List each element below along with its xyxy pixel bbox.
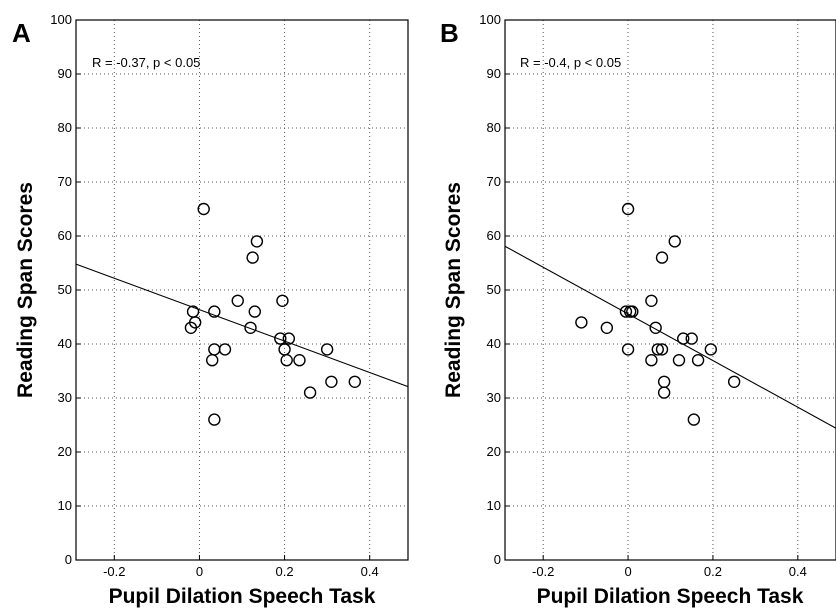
data-point	[246, 251, 259, 264]
data-point	[626, 305, 639, 318]
data-point	[704, 343, 718, 356]
data-point	[282, 332, 296, 345]
data-point	[208, 343, 221, 356]
data-point	[320, 343, 334, 356]
y-tick-label: 80	[487, 120, 501, 135]
data-point	[727, 375, 741, 388]
data-point	[280, 354, 293, 367]
y-tick-label: 60	[487, 228, 501, 243]
y-tick-label: 40	[487, 336, 501, 351]
correlation-annotation: R = -0.37, p < 0.05	[92, 55, 200, 70]
data-point	[655, 251, 669, 264]
data-point	[218, 343, 232, 356]
x-tick-label: 0	[624, 564, 631, 579]
y-tick-label: 90	[487, 66, 501, 81]
data-point	[278, 343, 291, 356]
data-point	[206, 354, 219, 367]
x-tick-label: -0.2	[532, 564, 554, 579]
panel-label: A	[12, 18, 31, 48]
data-point	[303, 386, 317, 399]
panel-a: 0 10 20 30 40 50 60 70 80 90 100 -0.2 0 0.2 0.4 A R = …	[12, 12, 409, 608]
data-point	[668, 235, 681, 248]
data-point	[672, 354, 686, 367]
x-tick-label: 0.2	[276, 564, 294, 579]
y-tick-label: 30	[58, 390, 72, 405]
data-point	[657, 386, 671, 399]
y-tick-label: 0	[494, 552, 501, 567]
data-point	[657, 375, 671, 388]
y-tick-label: 30	[487, 390, 501, 405]
x-tick-label: 0	[196, 564, 203, 579]
y-tick-label: 20	[487, 444, 501, 459]
x-tick-label: 0.4	[361, 564, 379, 579]
data-point	[621, 343, 635, 356]
data-point	[645, 354, 658, 367]
data-point	[197, 202, 210, 216]
data-point	[621, 202, 635, 216]
data-point	[687, 413, 701, 426]
x-axis-title: Pupil Dilation Speech Task	[109, 585, 376, 608]
data-point	[250, 235, 264, 248]
data-point	[293, 354, 306, 367]
y-axis-title: Reading Span Scores	[442, 182, 465, 398]
correlation-annotation: R = -0.4, p < 0.05	[520, 55, 621, 70]
data-point	[325, 375, 338, 388]
y-tick-label: 80	[58, 120, 72, 135]
data-point	[600, 321, 614, 334]
regression-line	[504, 245, 836, 429]
y-tick-label: 40	[58, 336, 72, 351]
x-tick-label: 0.2	[704, 564, 722, 579]
data-point	[649, 321, 662, 334]
plot-area: 0 10 20 30 40 50 60 70 80 90 100 -0.2 0 0.2 0.4	[479, 12, 836, 579]
plot-frame	[504, 19, 836, 561]
y-tick-label: 50	[487, 282, 501, 297]
panel-b: 0 10 20 30 40 50 60 70 80 90 100 -0.2 0 0.2 0.4 B R = …	[440, 12, 836, 608]
y-tick-label: 100	[50, 12, 72, 27]
x-axis-title: Pupil Dilation Speech Task	[537, 585, 804, 608]
data-point	[244, 321, 257, 334]
data-point	[677, 332, 690, 345]
data-point	[691, 354, 705, 367]
y-tick-label: 0	[65, 552, 72, 567]
data-point	[619, 305, 633, 318]
data-point	[575, 316, 588, 329]
regression-line	[75, 263, 409, 388]
plot-area: 0 10 20 30 40 50 60 70 80 90 100 -0.2 0 0.2 0.4	[50, 12, 409, 579]
data-point	[184, 321, 198, 334]
y-tick-label: 70	[58, 174, 72, 189]
y-tick-label: 10	[487, 498, 501, 513]
y-axis-title: Reading Span Scores	[14, 182, 37, 398]
data-point	[208, 305, 221, 318]
y-tick-label: 90	[58, 66, 72, 81]
y-tick-label: 10	[58, 498, 72, 513]
data-point	[274, 332, 287, 345]
data-point	[348, 375, 361, 388]
data-point	[651, 343, 664, 356]
y-tick-label: 100	[479, 12, 501, 27]
data-point	[655, 343, 669, 356]
data-point	[208, 413, 221, 426]
y-tick-label: 60	[58, 228, 72, 243]
x-tick-label: -0.2	[103, 564, 125, 579]
data-point	[645, 294, 658, 307]
panel-label: B	[440, 18, 459, 48]
data-point	[685, 332, 698, 345]
y-tick-label: 50	[58, 282, 72, 297]
plot-frame	[75, 19, 409, 561]
data-point	[276, 294, 289, 307]
data-point	[231, 294, 244, 307]
x-tick-label: 0.4	[789, 564, 807, 579]
y-tick-label: 20	[58, 444, 72, 459]
y-tick-label: 70	[487, 174, 501, 189]
data-point	[248, 305, 261, 318]
